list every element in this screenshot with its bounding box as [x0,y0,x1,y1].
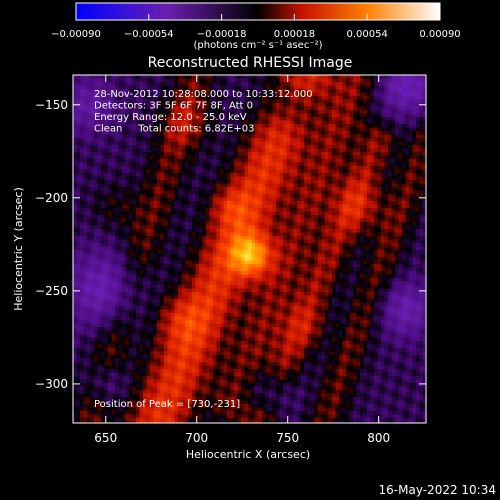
colorbar-tick-label: −0.00054 [124,29,174,40]
colorbar-tick-label: 0.00090 [419,29,460,40]
heatmap-image [73,75,427,424]
colorbar-tick-label: 0.00054 [347,29,388,40]
y-axis-label: Heliocentric Y (arcsec) [12,187,25,311]
x-axis-label: Heliocentric X (arcsec) [186,448,310,461]
annotation-line: Clean Total counts: 6.82E+03 [94,124,254,135]
annotation-line: 28-Nov-2012 10:28:08.000 to 10:33:12.000 [94,89,313,100]
annotation-line: Energy Range: 12.0 - 25.0 keV [94,112,247,123]
axis-ticks: 650 700 750 800 −150 −200 −250 −300 [35,75,426,445]
colorbar [75,2,441,21]
chart-title: Reconstructed RHESSI Image [148,55,353,71]
annotation-line: Detectors: 3F 5F 6F 7F 8F, Att 0 [94,101,253,112]
y-tick-label: −250 [35,284,68,298]
y-tick-label: −150 [35,98,68,112]
colorbar-tick-label: 0.00018 [274,29,315,40]
plot-frame [72,74,427,424]
colorbar-label: (photons cm⁻² s⁻¹ asec⁻²) [193,40,322,51]
x-tick-label: 750 [276,431,299,445]
colorbar-ticks: −0.00090 −0.00054 −0.00018 0.00018 0.00054 0.… [51,14,461,40]
timestamp: 16-May-2022 10:34 [379,483,496,497]
peak-position-text: Position of Peak = [730,-231] [94,399,240,410]
x-tick-label: 800 [367,431,390,445]
colorbar-tick-label: −0.00090 [51,29,101,40]
x-tick-label: 700 [185,431,208,445]
x-tick-label: 650 [94,431,117,445]
annotation-block: 28-Nov-2012 10:28:08.000 to 10:33:12.000… [94,89,313,135]
colorbar-tick-label: −0.00018 [197,29,247,40]
y-tick-label: −300 [35,377,68,391]
y-tick-label: −200 [35,191,68,205]
